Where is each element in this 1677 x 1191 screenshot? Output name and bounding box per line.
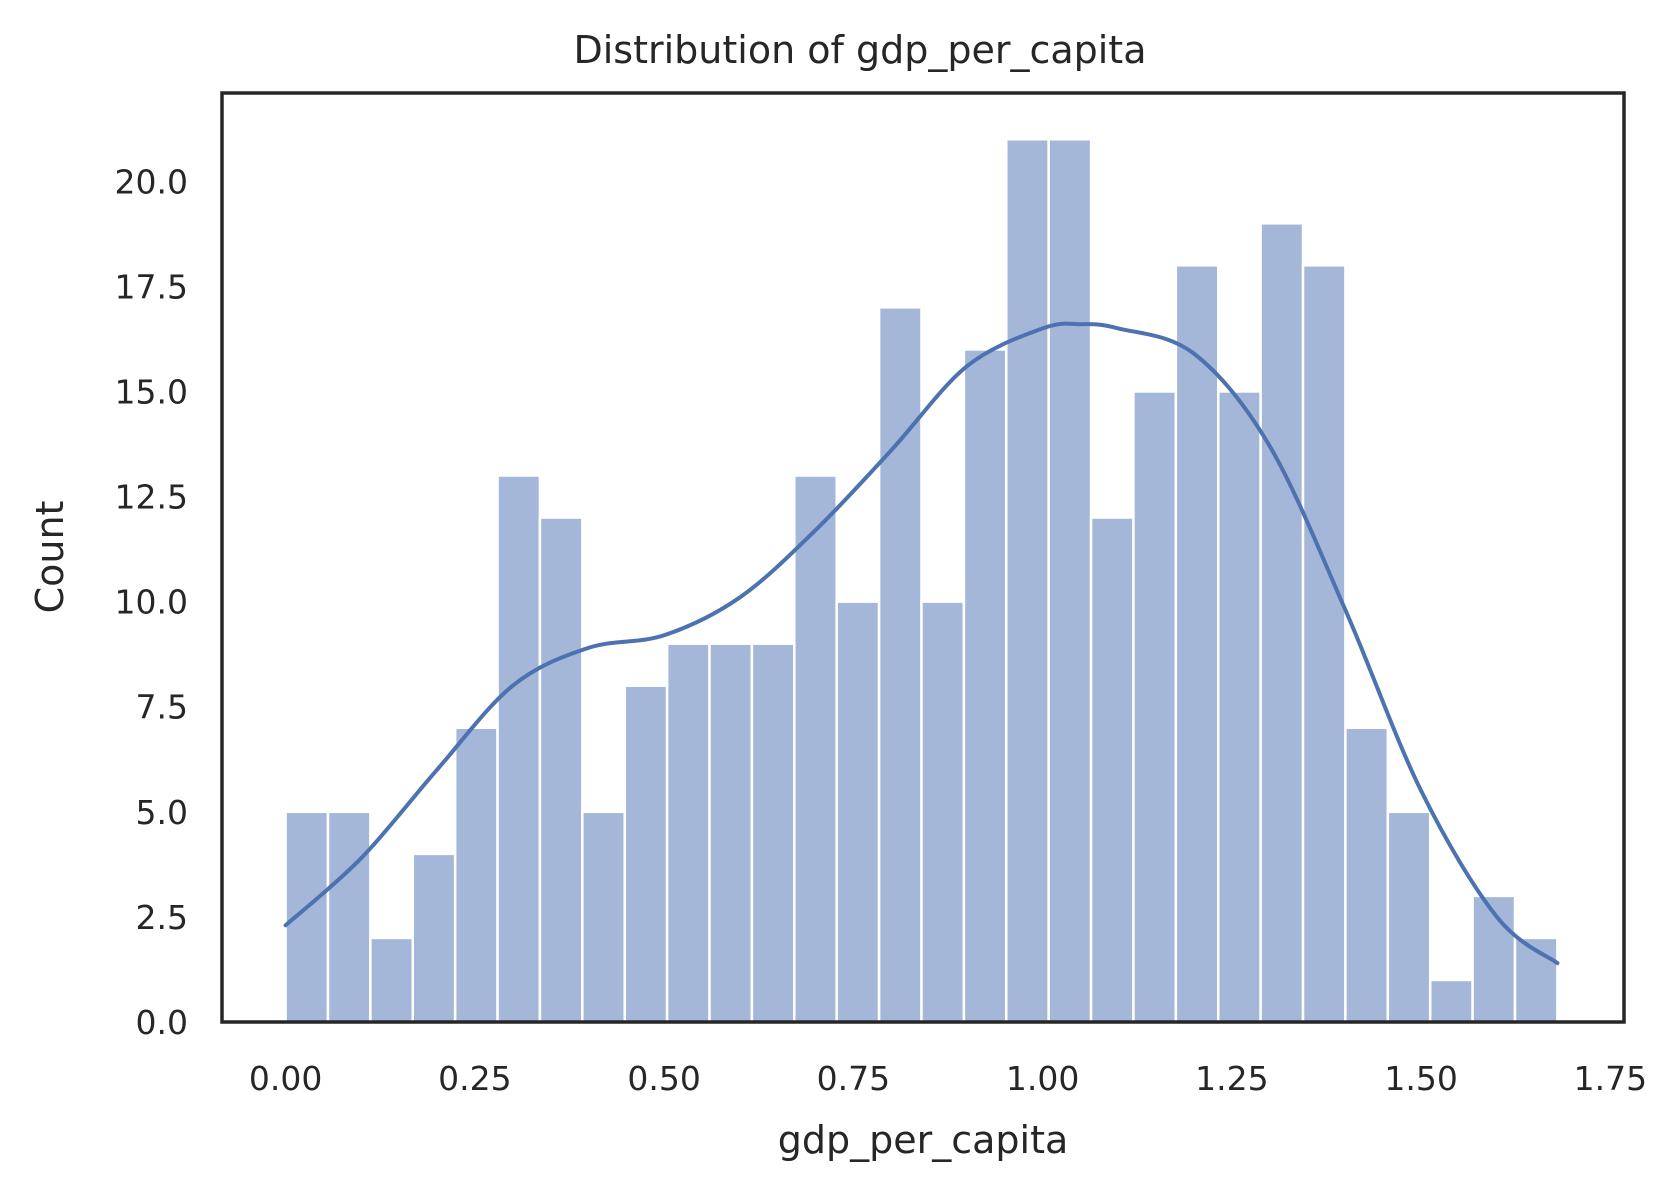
x-axis-label: gdp_per_capita [778, 1118, 1069, 1162]
bars-group [284, 137, 1559, 1024]
histogram-bar [1005, 137, 1050, 1024]
plot-frame [220, 91, 1626, 1024]
histogram-bar [835, 600, 881, 1024]
histogram-bar [453, 726, 499, 1024]
histogram-bar [1216, 390, 1262, 1024]
x-tick-label: 1.00 [1006, 1059, 1079, 1098]
x-tick-label: 1.50 [1384, 1059, 1457, 1098]
histogram-bar [665, 642, 711, 1024]
histogram-bar [1301, 264, 1347, 1024]
x-tick-label: 0.25 [438, 1059, 511, 1098]
histogram-bar [793, 474, 838, 1024]
x-axis-ticks: 0.00 0.25 0.50 0.75 1.00 1.25 1.50 1.75 [249, 1059, 1647, 1098]
chart-title: Distribution of gdp_per_capita [573, 28, 1146, 72]
histogram-bar [1428, 978, 1474, 1024]
y-tick-label: 15.0 [115, 372, 188, 411]
y-tick-label: 20.0 [115, 162, 188, 201]
histogram-bar [1089, 516, 1135, 1024]
histogram-bar [1386, 810, 1432, 1024]
x-tick-label: 0.50 [627, 1059, 700, 1098]
histogram-bar [369, 936, 415, 1024]
y-tick-label: 10.0 [115, 583, 188, 622]
histogram-bar [623, 684, 669, 1024]
y-tick-label: 5.0 [136, 793, 188, 832]
histogram-bar [750, 642, 796, 1024]
histogram-bar [581, 810, 626, 1024]
y-tick-label: 2.5 [136, 898, 188, 937]
y-tick-label: 17.5 [115, 267, 188, 306]
histogram-bar [1047, 137, 1093, 1024]
histogram-bar [284, 810, 330, 1024]
x-tick-label: 0.75 [817, 1059, 890, 1098]
histogram-bar [496, 474, 542, 1024]
y-tick-label: 7.5 [136, 688, 188, 727]
x-tick-label: 0.00 [249, 1059, 322, 1098]
histogram-bar [1259, 222, 1305, 1024]
histogram-bar [877, 306, 923, 1024]
kde-group [283, 321, 1560, 966]
y-axis-label: Count [28, 501, 72, 614]
histogram-bar [411, 852, 457, 1024]
histogram-bar [326, 810, 372, 1024]
histogram-bar [920, 600, 966, 1024]
y-tick-label: 0.0 [136, 1003, 188, 1042]
histogram-bar [962, 348, 1008, 1024]
histogram-bar [538, 516, 584, 1024]
histogram-bar [1344, 726, 1390, 1024]
x-tick-label: 1.75 [1574, 1059, 1647, 1098]
histogram-bar [708, 642, 754, 1024]
kde-line [283, 321, 1560, 966]
histogram-bar [1174, 264, 1220, 1024]
y-axis-ticks: 0.0 2.5 5.0 7.5 10.0 12.5 15.0 17.5 20.0 [115, 162, 188, 1042]
histogram-bar [1132, 390, 1178, 1024]
x-tick-label: 1.25 [1195, 1059, 1268, 1098]
y-tick-label: 12.5 [115, 478, 188, 517]
